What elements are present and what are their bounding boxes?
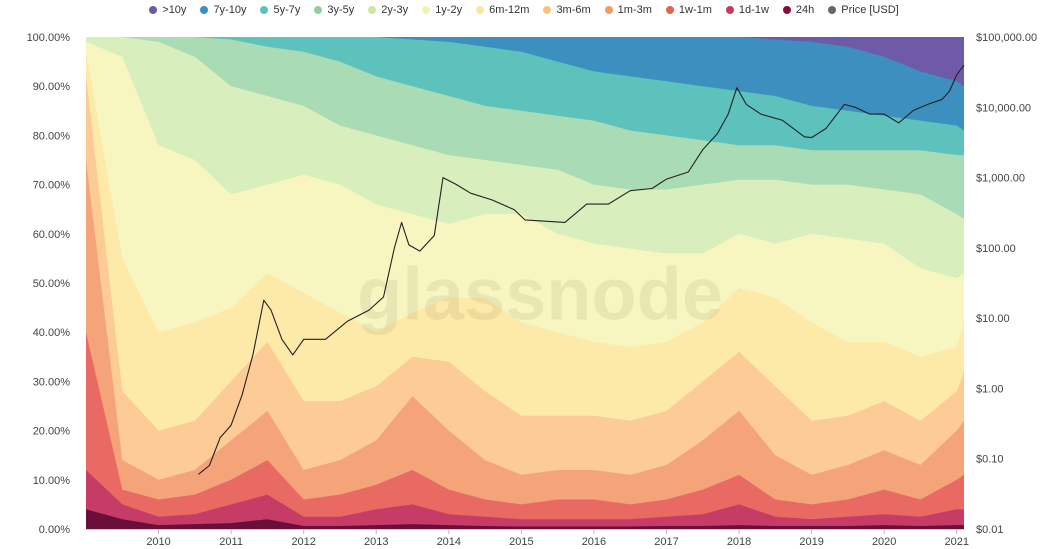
legend-item[interactable]: 1d-1w: [725, 4, 769, 16]
band-1m-3m: [86, 160, 964, 529]
legend-swatch: [149, 6, 158, 14]
y-left-tick-label: 60.00%: [33, 229, 71, 241]
legend-label: 6m-12m: [489, 4, 530, 16]
price-line: [198, 64, 965, 475]
legend-item[interactable]: 7y-10y: [200, 4, 246, 16]
legend-item[interactable]: 3m-6m: [543, 4, 591, 16]
legend-label: 3y-5y: [327, 4, 355, 16]
legend-item[interactable]: 1y-2y: [422, 4, 462, 16]
legend-item[interactable]: 1w-1m: [665, 4, 712, 16]
y-right-tick-label: $100,000.00: [976, 32, 1037, 44]
x-tick-label: 2017: [654, 536, 678, 548]
legend-label: 1d-1w: [738, 4, 769, 16]
y-left-tick-label: 10.00%: [33, 475, 71, 487]
legend-swatch: [476, 6, 485, 14]
x-tick-label: 2016: [582, 536, 606, 548]
y-right-tick-label: $1.00: [976, 383, 1004, 395]
bands-layer: [86, 37, 964, 530]
x-tick-label: 2019: [799, 536, 823, 548]
legend-item[interactable]: 6m-12m: [476, 4, 529, 16]
legend-label: 7y-10y: [213, 4, 247, 16]
y-right-tick-label: $1,000.00: [976, 173, 1025, 185]
y-left-tick-label: 0.00%: [39, 524, 70, 536]
x-tick-label: 2010: [146, 536, 170, 548]
x-tick-label: 2018: [727, 536, 751, 548]
y-left-tick-label: 40.00%: [33, 327, 71, 339]
x-tick-label: 2014: [437, 536, 461, 548]
legend-swatch: [314, 6, 323, 14]
x-tick-label: 2020: [872, 536, 896, 548]
legend-swatch: [260, 6, 269, 14]
y-left-tick-label: 100.00%: [27, 32, 71, 44]
y-left-tick-label: 80.00%: [33, 130, 71, 142]
y-right-tick-label: $0.10: [976, 454, 1004, 466]
legend-label: 1y-2y: [435, 4, 463, 16]
band-3m-6m: [86, 76, 964, 530]
y-left-tick-label: 90.00%: [33, 81, 71, 93]
legend-label: 5y-7y: [273, 4, 301, 16]
legend-swatch: [782, 6, 791, 14]
legend-swatch: [665, 6, 674, 14]
y-left-tick-label: 30.00%: [33, 376, 71, 388]
legend-item[interactable]: Price [USD]: [828, 4, 899, 16]
legend-swatch: [200, 6, 209, 14]
x-tick-label: 2021: [945, 536, 969, 548]
band-24h: [86, 509, 964, 529]
y-left-tick-label: 50.00%: [33, 278, 71, 290]
legend-swatch: [543, 6, 552, 14]
legend-label: >10y: [162, 4, 187, 16]
y-right-tick-label: $10.00: [976, 313, 1010, 325]
y-left-tick-label: 70.00%: [33, 180, 71, 192]
y-right-tick-label: $0.01: [976, 524, 1004, 536]
legend-label: 2y-3y: [381, 4, 409, 16]
band-1w-1m: [86, 332, 964, 529]
legend-label: Price [USD]: [841, 4, 899, 16]
legend-swatch: [368, 6, 377, 14]
price-layer: [198, 64, 965, 475]
x-tick-label: 2013: [364, 536, 388, 548]
axes-layer: 2010 2011 2012 2013 2014 2015 2016 2017 2018 2019…: [27, 32, 1038, 548]
legend-item[interactable]: 3y-5y: [314, 4, 354, 16]
y-left-tick-label: 20.00%: [33, 426, 71, 438]
legend-label: 3m-6m: [556, 4, 591, 16]
band-1d-1w: [86, 470, 964, 529]
y-right-tick-label: $100.00: [976, 243, 1016, 255]
legend-label: 1w-1m: [678, 4, 712, 16]
legend-swatch: [725, 6, 734, 14]
legend-swatch: [604, 6, 613, 14]
legend-swatch: [828, 6, 837, 14]
legend-item[interactable]: 24h: [782, 4, 815, 16]
legend-label: 24h: [795, 4, 815, 16]
x-tick-label: 2012: [291, 536, 315, 548]
legend-swatch: [422, 6, 431, 14]
legend-item[interactable]: >10y: [149, 4, 186, 16]
x-tick-label: 2015: [509, 536, 533, 548]
legend-item[interactable]: 2y-3y: [368, 4, 408, 16]
x-tick-label: 2011: [219, 536, 243, 548]
legend-label: 1m-3m: [617, 4, 652, 16]
watermark: glassnode: [357, 253, 723, 336]
legend-item[interactable]: 1m-3m: [604, 4, 652, 16]
legend: >10y 7y-10y 5y-7y 3y-5y 2y-3y 1y-2y 6m-12m 3m-6…: [0, 0, 1048, 20]
y-right-tick-label: $10,000.00: [976, 102, 1031, 114]
legend-item[interactable]: 5y-7y: [260, 4, 300, 16]
